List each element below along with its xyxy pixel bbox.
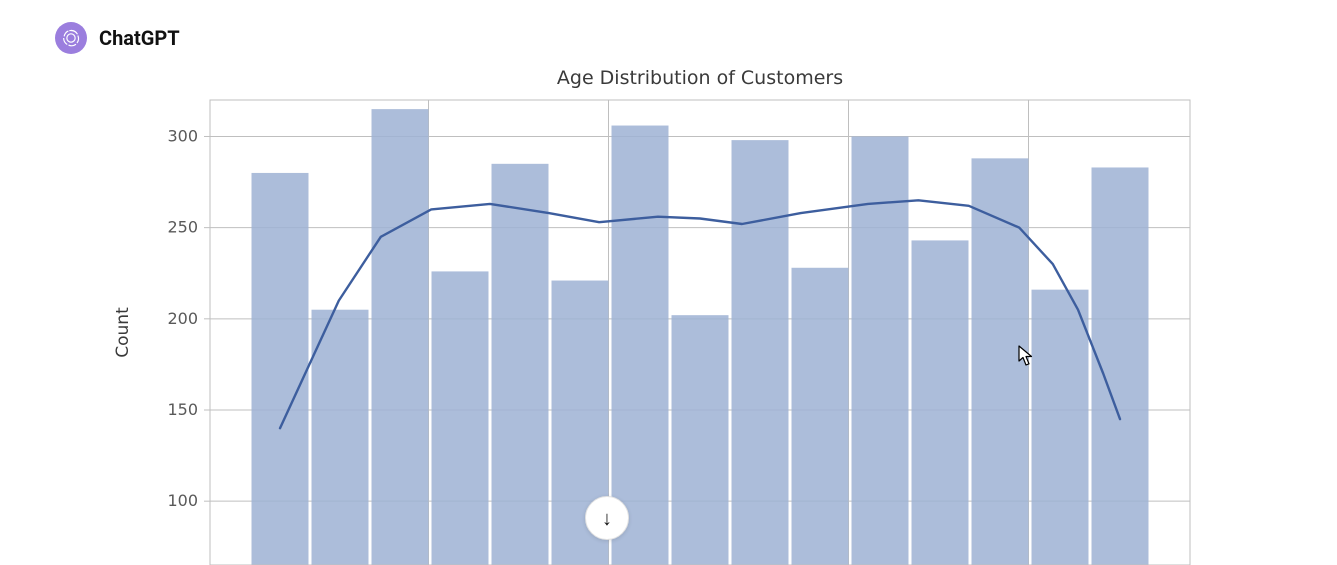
svg-text:150: 150 (167, 400, 198, 419)
svg-text:Age Distribution of Customers: Age Distribution of Customers (557, 67, 843, 89)
svg-text:Count: Count (113, 307, 133, 358)
app-header: ChatGPT (55, 22, 180, 54)
scroll-down-button[interactable]: ↓ (585, 496, 629, 540)
age-distribution-chart: Age Distribution of Customers Count 100 150… (110, 60, 1210, 565)
arrow-down-icon: ↓ (602, 506, 612, 531)
svg-text:250: 250 (167, 218, 198, 237)
brand-label: ChatGPT (99, 26, 180, 50)
svg-text:100: 100 (167, 491, 198, 510)
svg-text:300: 300 (167, 126, 198, 145)
openai-logo-icon (55, 22, 87, 54)
svg-text:200: 200 (167, 309, 198, 328)
